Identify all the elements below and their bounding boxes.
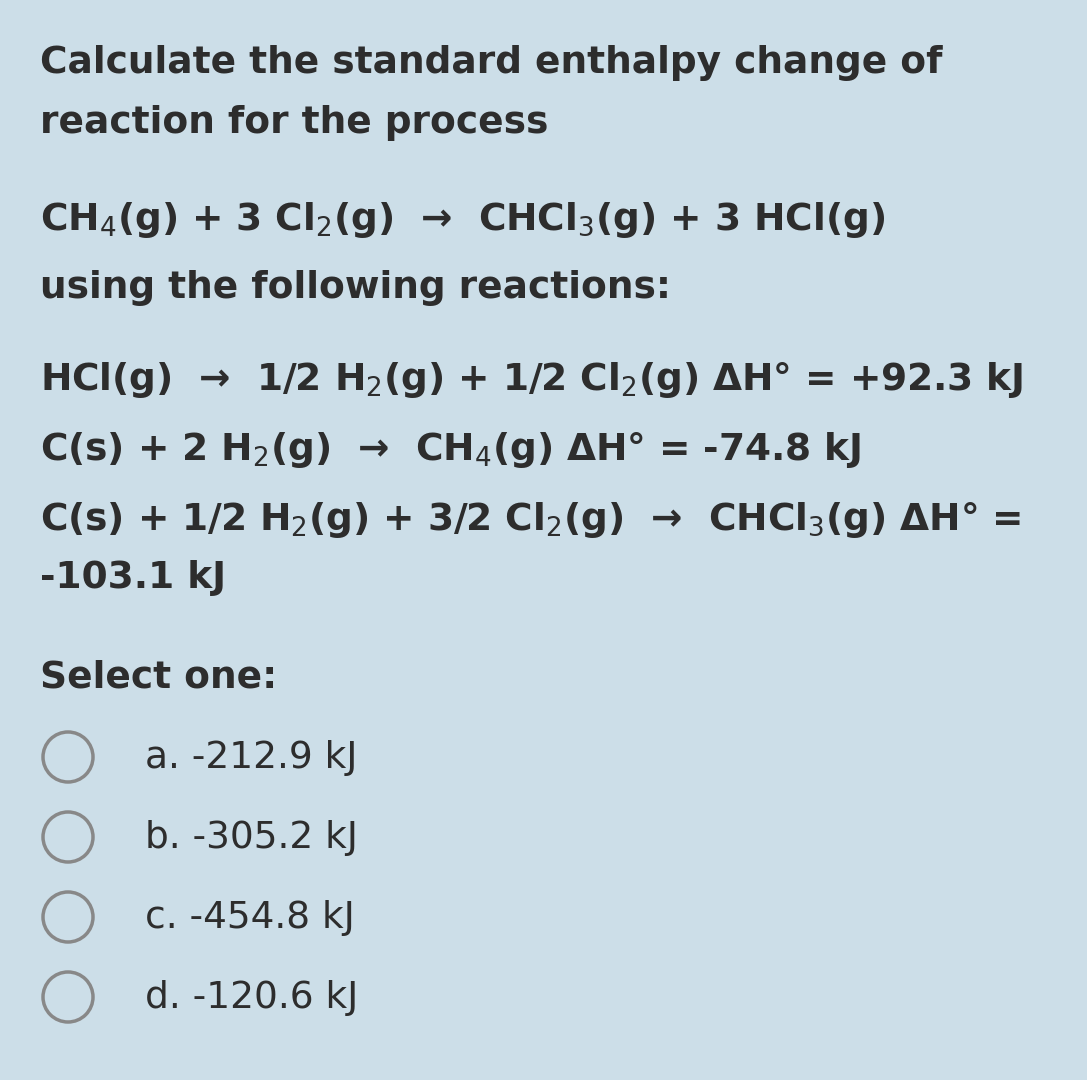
Text: using the following reactions:: using the following reactions: [40, 270, 671, 306]
Text: CH$_4$(g) + 3 Cl$_2$(g)  →  CHCl$_3$(g) + 3 HCl(g): CH$_4$(g) + 3 Cl$_2$(g) → CHCl$_3$(g) + … [40, 200, 885, 240]
Circle shape [43, 972, 93, 1022]
Text: c. -454.8 kJ: c. -454.8 kJ [145, 900, 354, 936]
Text: Select one:: Select one: [40, 660, 277, 696]
Text: Calculate the standard enthalpy change of: Calculate the standard enthalpy change o… [40, 45, 942, 81]
Text: reaction for the process: reaction for the process [40, 105, 548, 141]
Text: C(s) + 1/2 H$_2$(g) + 3/2 Cl$_2$(g)  →  CHCl$_3$(g) ΔH° =: C(s) + 1/2 H$_2$(g) + 3/2 Cl$_2$(g) → CH… [40, 500, 1022, 540]
Circle shape [43, 732, 93, 782]
Text: b. -305.2 kJ: b. -305.2 kJ [145, 820, 358, 856]
Text: d. -120.6 kJ: d. -120.6 kJ [145, 980, 359, 1016]
Text: a. -212.9 kJ: a. -212.9 kJ [145, 740, 358, 777]
Text: HCl(g)  →  1/2 H$_2$(g) + 1/2 Cl$_2$(g) ΔH° = +92.3 kJ: HCl(g) → 1/2 H$_2$(g) + 1/2 Cl$_2$(g) ΔH… [40, 360, 1023, 400]
Text: -103.1 kJ: -103.1 kJ [40, 561, 226, 596]
Text: C(s) + 2 H$_2$(g)  →  CH$_4$(g) ΔH° = -74.8 kJ: C(s) + 2 H$_2$(g) → CH$_4$(g) ΔH° = -74.… [40, 430, 861, 470]
Circle shape [43, 812, 93, 862]
Circle shape [43, 892, 93, 942]
